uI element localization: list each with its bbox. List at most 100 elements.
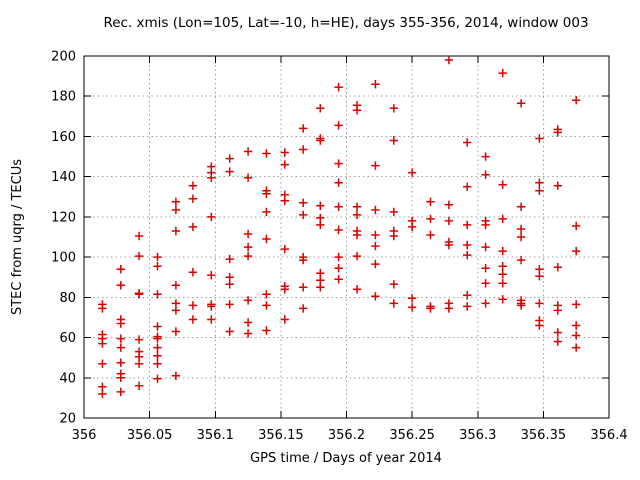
data-point-marker	[98, 359, 107, 368]
data-point-marker	[481, 220, 490, 230]
data-point-marker	[407, 222, 417, 232]
y-tick-label: 40	[59, 371, 76, 386]
data-point-marker	[299, 255, 308, 265]
data-point-marker	[225, 280, 234, 289]
data-point-marker	[389, 104, 398, 113]
y-tick-label: 100	[51, 251, 76, 266]
x-tick-label: 356.25	[389, 428, 435, 443]
data-point-marker	[188, 268, 198, 277]
data-point-marker	[352, 285, 362, 294]
data-point-marker	[352, 251, 362, 261]
data-point-marker	[352, 210, 362, 220]
data-point-marker	[316, 201, 325, 210]
data-point-marker	[481, 242, 490, 252]
data-point-marker	[153, 351, 162, 360]
data-point-marker	[463, 302, 472, 311]
data-point-marker	[299, 124, 308, 133]
data-points	[98, 55, 581, 399]
data-point-marker	[444, 304, 454, 313]
data-point-marker	[371, 292, 380, 301]
y-tick-label: 20	[59, 412, 76, 427]
data-point-marker	[481, 299, 490, 308]
y-axis-label: STEC from uqrg / TECUs	[10, 159, 25, 315]
data-point-marker	[572, 300, 581, 309]
data-point-marker	[171, 226, 181, 236]
data-point-marker	[352, 106, 362, 115]
data-point-marker	[153, 252, 162, 262]
data-point-marker	[153, 262, 162, 271]
data-point-marker	[116, 319, 125, 328]
x-tick-label: 356.3	[459, 428, 496, 443]
data-point-marker	[389, 299, 398, 308]
data-point-marker	[262, 234, 271, 244]
data-point-marker	[116, 265, 125, 274]
data-point-marker	[188, 315, 198, 324]
x-tick-label: 356.1	[197, 428, 234, 443]
data-point-marker	[171, 281, 181, 290]
data-point-marker	[371, 80, 380, 89]
data-point-marker	[316, 104, 325, 113]
data-point-marker	[553, 181, 562, 190]
data-point-marker	[243, 296, 253, 305]
y-tick-label: 160	[51, 130, 76, 145]
data-point-marker	[299, 198, 308, 207]
data-point-marker	[516, 232, 526, 242]
data-point-marker	[262, 149, 271, 158]
data-point-marker	[207, 302, 216, 311]
data-point-marker	[481, 264, 490, 273]
data-point-marker	[171, 197, 181, 206]
data-point-marker	[171, 306, 181, 315]
data-point-marker	[535, 272, 544, 281]
data-point-marker	[207, 173, 216, 182]
data-point-marker	[134, 335, 144, 344]
data-point-marker	[243, 251, 253, 261]
data-point-marker	[153, 322, 162, 331]
data-point-marker	[444, 200, 454, 209]
data-point-marker	[498, 270, 507, 279]
data-point-marker	[481, 170, 490, 179]
data-point-marker	[553, 128, 562, 137]
y-tick-label: 80	[59, 291, 76, 306]
data-point-marker	[535, 134, 544, 143]
data-point-marker	[444, 216, 454, 226]
data-point-marker	[153, 290, 162, 299]
data-point-marker	[334, 264, 343, 273]
data-point-marker	[371, 205, 380, 215]
data-point-marker	[352, 202, 362, 211]
axis-tick-labels: 356 356.05 356.1 356.15 356.2 356.25 356.3 356.…	[51, 50, 627, 444]
data-point-marker	[243, 173, 253, 182]
data-point-marker	[153, 343, 162, 352]
data-point-marker	[316, 220, 325, 230]
data-point-marker	[371, 259, 380, 269]
data-point-marker	[280, 148, 289, 157]
data-point-marker	[389, 231, 398, 241]
data-point-marker	[299, 210, 308, 220]
data-point-marker	[463, 138, 472, 147]
data-point-marker	[535, 178, 544, 187]
data-point-marker	[334, 83, 343, 92]
data-point-marker	[498, 246, 507, 256]
data-point-marker	[116, 387, 125, 397]
data-point-marker	[262, 290, 271, 299]
data-point-marker	[280, 285, 289, 294]
data-point-marker	[371, 230, 380, 240]
gridlines	[84, 56, 609, 418]
data-point-marker	[334, 159, 343, 168]
data-point-marker	[553, 263, 562, 272]
data-point-marker	[207, 212, 216, 222]
data-point-marker	[352, 230, 362, 240]
data-point-marker	[153, 374, 162, 383]
data-point-marker	[535, 321, 544, 330]
data-point-marker	[553, 337, 562, 346]
data-point-marker	[262, 189, 271, 198]
data-point-marker	[572, 246, 581, 256]
data-point-marker	[171, 371, 181, 380]
data-point-marker	[334, 121, 343, 130]
x-tick-label: 356.35	[521, 428, 567, 443]
data-point-marker	[171, 205, 181, 215]
data-point-marker	[98, 339, 107, 348]
data-point-marker	[334, 252, 343, 262]
data-point-marker	[334, 275, 343, 284]
